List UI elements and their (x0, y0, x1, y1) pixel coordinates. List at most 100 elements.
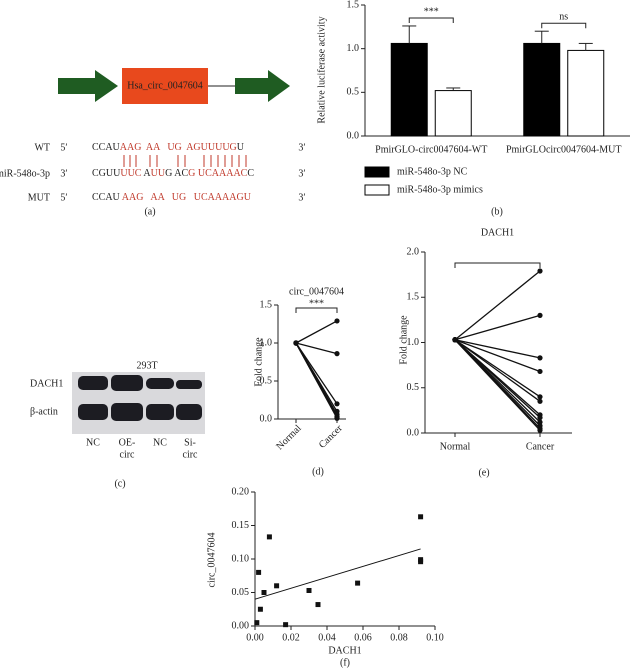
point (418, 514, 424, 520)
pair-line (454, 270, 541, 341)
point (537, 419, 543, 425)
y-axis-label: Relative luciferase activity (316, 16, 327, 123)
y-tick-label: 0.15 (232, 520, 250, 531)
y-tick-label: 1.5 (407, 292, 420, 303)
y-tick-label: 2.0 (407, 246, 420, 257)
panel-label: (d) (312, 466, 324, 477)
sequence-segment: CGUU (92, 168, 121, 179)
chart-title: circ_0047604 (289, 286, 344, 297)
point (306, 587, 312, 593)
x-tick-label: 0.00 (246, 632, 264, 643)
error-bar (402, 25, 417, 44)
y-tick-label: 0.0 (347, 130, 360, 141)
sequence-segment: UUC (120, 168, 141, 179)
legend-label: miR-548o-3p mimics (397, 184, 483, 195)
legend-swatch (364, 184, 390, 196)
pair-line (454, 339, 541, 431)
point (537, 268, 543, 274)
point (315, 602, 321, 608)
sequence-segment: AGUUUUG (182, 142, 237, 153)
lane-label: circ (120, 449, 136, 460)
pair-line (295, 342, 338, 405)
point (452, 337, 458, 343)
y-axis-label: Fold change (253, 337, 264, 387)
panel-label: (a) (144, 206, 155, 217)
x-tick-label: Normal (274, 423, 304, 453)
sequence-segment: C (247, 168, 254, 179)
blot-row: DACH1 (30, 378, 63, 389)
y-tick-label: 0.0 (407, 427, 420, 438)
row-name: miR-548o-3p (0, 168, 50, 179)
circ-box (122, 68, 208, 104)
point (266, 534, 272, 540)
sequence: CCAUAAG AA UG AGUUUUGU (92, 142, 245, 153)
y-tick-label: 0.20 (232, 486, 250, 497)
bar (434, 90, 472, 137)
sequence: CGUUUUC AUUG ACG UCAAAACC (92, 168, 254, 179)
arrow (235, 70, 290, 102)
x-tick-label: 0.04 (318, 632, 336, 643)
y-tick-label: 1.5 (260, 299, 273, 310)
point (334, 351, 340, 357)
y-tick-label: 1.0 (347, 43, 360, 54)
x-tick-label: 0.08 (390, 632, 408, 643)
point (537, 394, 543, 400)
point (537, 398, 543, 404)
sequence-segment: UG (164, 192, 186, 203)
sequence-segment: CCAU (92, 192, 121, 203)
sequence: CCAU AAG AA UG UCAAAAGU (92, 192, 252, 203)
panel-label: (f) (340, 657, 350, 668)
y-tick-label: 0.5 (407, 382, 420, 393)
x-tick-label: 0.10 (426, 632, 444, 643)
sequence-segment: AC (172, 168, 188, 179)
x-tick-label: Cancer (526, 441, 555, 452)
arrow (58, 70, 118, 102)
x-tick-label: Cancer (317, 423, 345, 451)
y-tick-label: 0.10 (232, 553, 250, 564)
sequence-segment: U (237, 142, 245, 153)
point (283, 622, 289, 628)
sequence-segment: CCAU (92, 142, 121, 153)
end-right: 3′ (298, 168, 305, 179)
blot-bands (78, 375, 202, 421)
point (537, 415, 543, 421)
sequence-segment: G (188, 168, 195, 179)
annotation: *** (424, 6, 439, 17)
y-axis-label: Fold change (398, 315, 409, 365)
sequence-segment: G (165, 168, 172, 179)
y-tick-label: 1.5 (347, 0, 360, 10)
end-left: 5′ (60, 192, 67, 203)
legend-swatch (364, 166, 390, 178)
x-tick-label: 0.06 (354, 632, 372, 643)
point (261, 590, 267, 595)
blot-title: 293T (136, 360, 157, 371)
x-tick-label: 0.02 (282, 632, 300, 643)
pair-line (454, 339, 541, 373)
gene-label: Hsa_circ_0047604 (127, 80, 203, 91)
point (537, 312, 543, 318)
sequence-segment: UCAAAAC (195, 168, 247, 179)
end-left: 3′ (60, 168, 67, 179)
sequence-segment: UU (151, 168, 166, 179)
sequence-segment: A (141, 168, 151, 179)
bar (567, 49, 605, 137)
y-tick-label: 0.05 (232, 587, 250, 598)
point (418, 557, 424, 563)
point (274, 583, 280, 589)
pair-line (295, 342, 338, 419)
point (254, 620, 260, 626)
row-name: MUT (28, 192, 50, 203)
point (334, 415, 340, 421)
sequence-segment: UCAAAAGU (186, 192, 252, 203)
y-axis-label: circ_0047604 (206, 533, 217, 588)
point (256, 569, 262, 575)
point (355, 580, 361, 586)
point (293, 340, 299, 346)
lane-label: circ (183, 449, 199, 460)
y-tick-label: 1.0 (407, 337, 420, 348)
pair-line (454, 339, 541, 402)
chart-title: DACH1 (481, 227, 514, 238)
blot-row: β-actin (30, 406, 58, 417)
x-tick-label: PmirGLOcirc0047604-MUT (506, 144, 622, 155)
